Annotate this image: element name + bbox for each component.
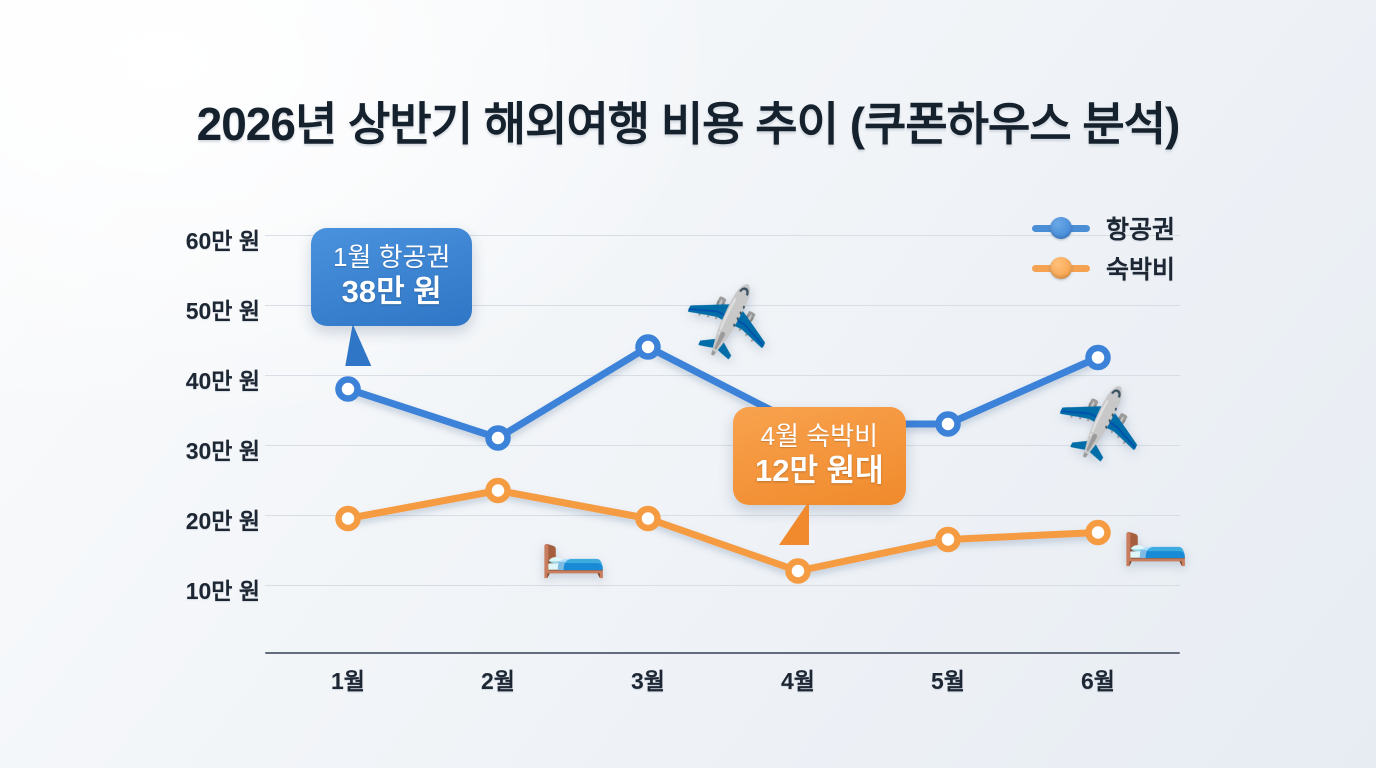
data-point-marker[interactable]	[935, 526, 961, 553]
x-axis-tick-label: 3월	[631, 668, 665, 694]
y-axis-tick-label: 60만 원	[185, 228, 260, 254]
y-axis-tick-label: 10만 원	[185, 578, 260, 604]
callout-tail	[767, 500, 809, 545]
x-axis-line	[265, 652, 1180, 654]
data-point-marker[interactable]	[485, 477, 511, 504]
data-point-marker[interactable]	[1085, 519, 1111, 546]
x-axis-tick-label: 4월	[781, 668, 815, 694]
y-axis-tick-label: 20만 원	[185, 508, 260, 534]
callout-flight-january[interactable]: 1월 항공권 38만 원	[311, 228, 473, 366]
legend-item-flight[interactable]: 항공권	[1030, 208, 1250, 248]
callout-line-2: 38만 원	[341, 273, 442, 309]
data-point-marker[interactable]	[1085, 344, 1111, 371]
gridline	[265, 375, 1180, 376]
gridline	[265, 585, 1180, 586]
data-point-marker[interactable]	[335, 505, 361, 532]
x-axis-tick-label: 6월	[1081, 668, 1115, 694]
gridline	[265, 235, 1180, 236]
y-axis-tick-label: 50만 원	[185, 298, 260, 324]
callout-line-1: 1월 항공권	[333, 242, 451, 272]
callout-stay-april[interactable]: 4월 숙박비 12만 원대	[733, 407, 906, 545]
callout-tail	[345, 323, 389, 366]
x-axis-tick-label: 2월	[481, 668, 515, 694]
series-line	[344, 487, 1102, 575]
page-title: 2026년 상반기 해외여행 비용 추이 (쿠폰하우스 분석)	[196, 98, 1181, 150]
y-axis-tick-label: 30만 원	[185, 438, 260, 464]
y-axis-tick-label: 40만 원	[185, 368, 260, 394]
gridline	[265, 515, 1180, 516]
legend-label: 항공권	[1106, 216, 1176, 244]
x-axis-tick-label: 1월	[331, 668, 365, 694]
data-point-marker[interactable]	[635, 334, 661, 360]
data-point-marker[interactable]	[935, 411, 961, 437]
gridline	[265, 305, 1180, 306]
legend-swatch-icon	[1030, 217, 1092, 239]
legend-label: 숙박비	[1106, 256, 1176, 284]
legend: 항공권 숙박비	[1030, 208, 1250, 288]
series-line	[344, 343, 1102, 442]
data-point-marker[interactable]	[785, 558, 811, 584]
bed-icon: 🛏️	[540, 519, 608, 579]
legend-swatch-icon	[1030, 257, 1092, 279]
data-point-marker[interactable]	[335, 376, 361, 402]
data-point-marker[interactable]	[485, 425, 511, 451]
gridline	[265, 445, 1180, 446]
bed-icon: 🛏️	[1122, 507, 1190, 567]
callout-line-1: 4월 숙박비	[760, 421, 879, 451]
data-point-marker[interactable]	[635, 505, 661, 532]
legend-item-stay[interactable]: 숙박비	[1030, 248, 1250, 288]
x-axis-tick-label: 5월	[931, 668, 965, 694]
callout-line-2: 12만 원대	[755, 452, 884, 488]
